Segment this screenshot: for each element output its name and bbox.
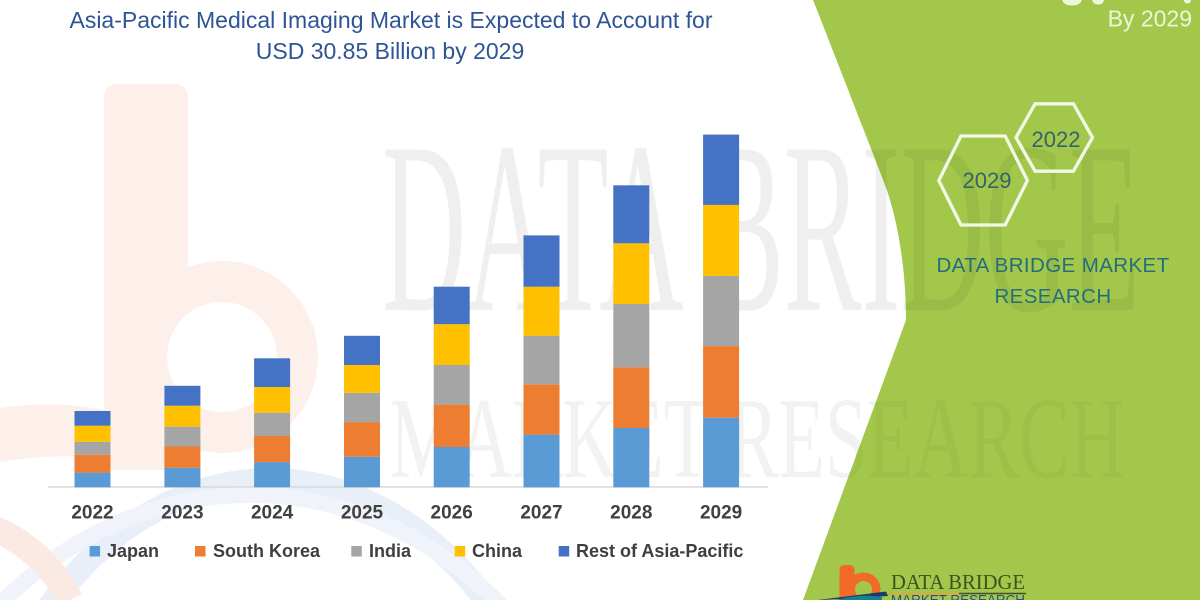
svg-text:USD 30.85 Billion by 2029: USD 30.85 Billion by 2029 bbox=[256, 38, 525, 64]
svg-text:2024: 2024 bbox=[251, 503, 294, 524]
svg-text:MARKET RESEARCH: MARKET RESEARCH bbox=[891, 592, 1025, 600]
svg-text:South Korea: South Korea bbox=[213, 541, 321, 561]
svg-text:2027: 2027 bbox=[520, 503, 562, 524]
svg-text:2022: 2022 bbox=[71, 503, 113, 524]
svg-text:DATA BRIDGE MARKET: DATA BRIDGE MARKET bbox=[936, 254, 1169, 277]
svg-text:India: India bbox=[369, 541, 412, 561]
svg-text:2023: 2023 bbox=[161, 503, 203, 524]
svg-text:2025: 2025 bbox=[341, 503, 384, 524]
svg-text:2022: 2022 bbox=[1032, 127, 1081, 152]
svg-text:2029: 2029 bbox=[963, 168, 1012, 193]
svg-text:Japan: Japan bbox=[107, 541, 159, 561]
svg-text:RESEARCH: RESEARCH bbox=[994, 285, 1111, 308]
svg-text:By 2029: By 2029 bbox=[1108, 6, 1192, 32]
svg-text:2026: 2026 bbox=[431, 503, 473, 524]
svg-text:DATA BRIDGE: DATA BRIDGE bbox=[891, 570, 1025, 594]
svg-text:Rest of Asia-Pacific: Rest of Asia-Pacific bbox=[576, 541, 743, 561]
svg-text:Asia-Pacific Medical Imaging M: Asia-Pacific Medical Imaging Market is E… bbox=[69, 7, 712, 33]
svg-text:2029: 2029 bbox=[700, 503, 742, 524]
svg-text:2028: 2028 bbox=[610, 503, 652, 524]
svg-text:China: China bbox=[472, 541, 523, 561]
